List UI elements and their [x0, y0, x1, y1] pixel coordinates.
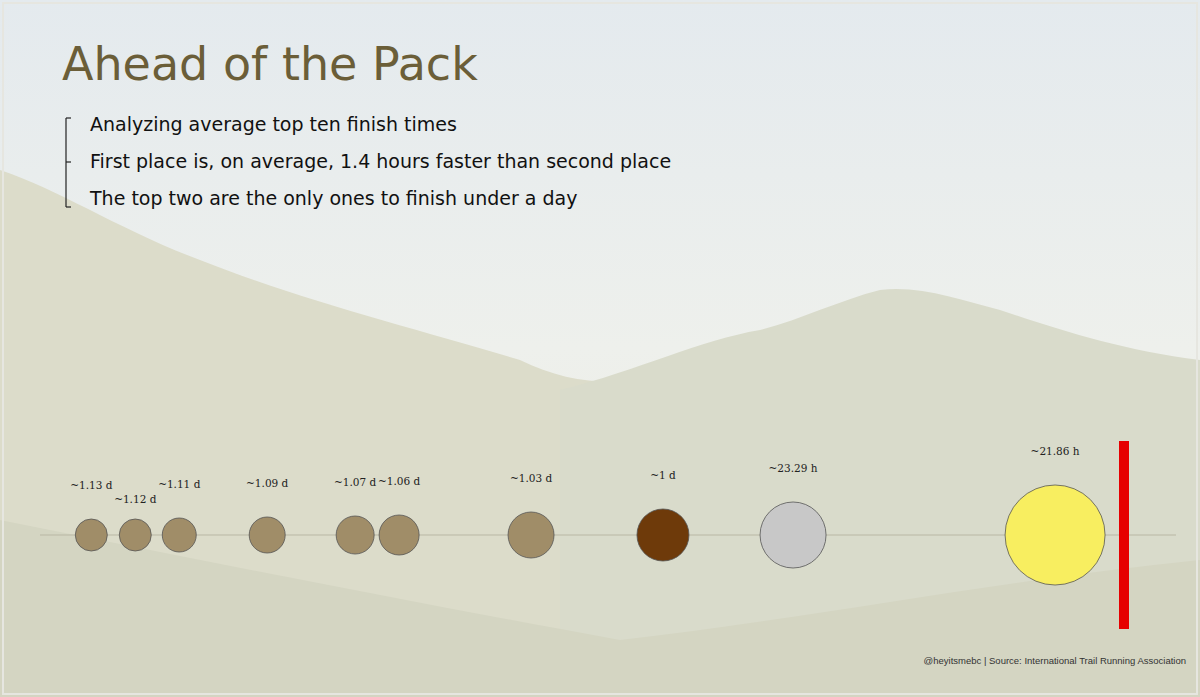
- annotation: Analyzing average top ten finish times: [90, 113, 457, 135]
- finish-line: [1119, 441, 1129, 629]
- data-label: ~1.03 d: [510, 472, 553, 484]
- data-label: ~1.13 d: [70, 479, 113, 491]
- bracket: [66, 118, 71, 207]
- bubble: [249, 517, 285, 553]
- bubble: [119, 519, 151, 551]
- bracket-tick: [66, 117, 71, 118]
- data-label: ~21.86 h: [1031, 445, 1080, 457]
- data-label: ~1.11 d: [158, 478, 201, 490]
- data-label: ~23.29 h: [769, 462, 818, 474]
- marks: [75, 485, 1105, 585]
- labels: ~1.13 d~1.12 d~1.11 d ~1.09 d ~1.07 d~1.06…: [70, 445, 1080, 505]
- bubble: [637, 509, 689, 561]
- background: [0, 0, 1200, 697]
- source: @heyitsmebc | Source: International Trai…: [924, 655, 1186, 666]
- bubble: [336, 516, 374, 554]
- bubble: [162, 518, 196, 552]
- bubble: [760, 502, 826, 568]
- chart-svg: Ahead of the Pack Analyzing average top t…: [0, 0, 1200, 697]
- bubble: [1005, 485, 1105, 585]
- data-label: ~1 d: [650, 469, 676, 481]
- data-label: ~1.07 d: [334, 476, 377, 488]
- bubble: [379, 515, 419, 555]
- data-label: ~1.09 d: [246, 477, 289, 489]
- annotation: First place is, on average, 1.4 hours fa…: [90, 150, 671, 172]
- frame: [3, 3, 1197, 694]
- bubble: [75, 519, 107, 551]
- data-label: ~1.12 d: [114, 493, 157, 505]
- chart-root: Ahead of the Pack Analyzing average top t…: [0, 0, 1200, 697]
- bracket-tick: [66, 161, 71, 162]
- title: Ahead of the Pack: [62, 37, 478, 91]
- data-label: ~1.06 d: [378, 475, 421, 487]
- annotation: The top two are the only ones to finish …: [89, 187, 577, 209]
- bracket-tick: [66, 206, 71, 207]
- bubble: [508, 512, 554, 558]
